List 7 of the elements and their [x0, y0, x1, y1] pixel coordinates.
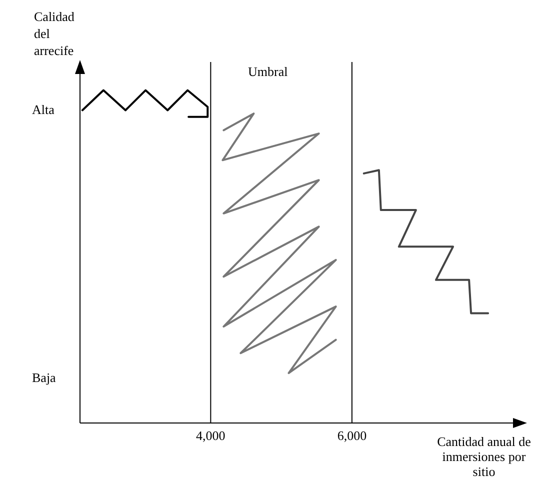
- x-axis-title: Cantidad anual de inmersiones por sitio: [436, 434, 532, 479]
- text: Umbral: [248, 64, 288, 80]
- y-axis-title: Calidad del arrecife: [34, 8, 76, 59]
- x-tick-label: 4,000: [196, 428, 226, 444]
- text: Baja: [32, 370, 56, 386]
- text: Alta: [32, 102, 54, 118]
- x-tick-label: 6,000: [337, 428, 367, 444]
